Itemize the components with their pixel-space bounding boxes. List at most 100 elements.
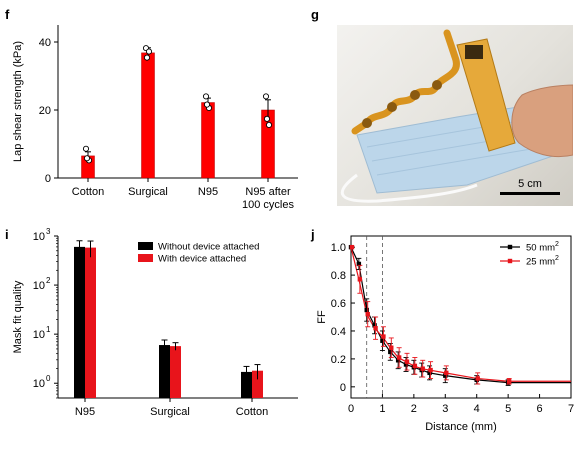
y-tick-label: 1.0 xyxy=(331,242,346,254)
x-tick-label: Surgical xyxy=(150,406,190,418)
y-tick-exponent: 1 xyxy=(46,325,51,334)
data-point xyxy=(143,54,151,61)
y-tick-exponent: 0 xyxy=(46,374,51,383)
data-point xyxy=(389,345,394,350)
bar xyxy=(201,102,215,179)
data-point xyxy=(420,366,425,371)
chart-f-lap-shear: 0 20 40 Lap shear strength (kPa) Cotton Surgi… xyxy=(12,25,298,211)
data-point xyxy=(506,379,512,384)
data-point xyxy=(475,376,480,381)
chart-j-fit-factor: 0 1 2 3 4 5 6 7 0 0.2 0.4 0.6 0.8 1.0 Distance (mm) FF 5… xyxy=(316,235,574,433)
bar xyxy=(252,370,263,398)
scale-bar-label: 5 cm xyxy=(518,178,542,190)
serpentine-circuit xyxy=(351,29,460,135)
data-point xyxy=(395,358,401,363)
data-point xyxy=(262,93,270,100)
x-tick-label: 100 cycles xyxy=(242,199,294,211)
x-tick-label: Surgical xyxy=(128,186,168,198)
device-photo: 5 cm xyxy=(337,25,573,206)
scale-bar xyxy=(500,192,560,195)
circuit-node xyxy=(362,118,372,128)
legend-swatch xyxy=(138,254,153,262)
bar xyxy=(141,52,155,179)
y-tick-label: 10 xyxy=(33,231,45,243)
panel-letter-j: j xyxy=(310,227,315,242)
legend-marker xyxy=(507,244,513,250)
ear-loop xyxy=(340,173,478,203)
data-point xyxy=(145,48,153,55)
x-tick-label: Cotton xyxy=(72,186,104,198)
x-tick-label: 3 xyxy=(442,403,448,415)
x-tick-label: 6 xyxy=(537,403,543,415)
x-tick-label: N95 xyxy=(198,186,218,198)
y-axis-label: FF xyxy=(316,310,328,324)
y-tick-label: 40 xyxy=(39,37,51,49)
data-point xyxy=(443,373,448,378)
sensor-chip xyxy=(465,45,483,59)
data-point xyxy=(263,115,271,122)
data-point xyxy=(404,359,410,364)
data-point xyxy=(388,349,393,355)
y-tick-label: 0 xyxy=(45,173,51,185)
y-tick-label: 20 xyxy=(39,105,51,117)
data-point xyxy=(403,362,409,367)
bar xyxy=(85,247,96,398)
bar xyxy=(170,346,181,398)
x-tick-label: N95 after xyxy=(245,186,291,198)
data-point xyxy=(83,155,91,162)
y-tick-exponent: 3 xyxy=(46,227,51,236)
legend-label: 50 mm xyxy=(526,243,555,254)
x-tick-label: 7 xyxy=(568,403,574,415)
data-point xyxy=(203,101,211,108)
bar xyxy=(241,371,252,398)
y-tick-label: 0.6 xyxy=(331,298,346,310)
panel-letter-g: g xyxy=(311,7,319,22)
data-point xyxy=(396,355,402,360)
finger xyxy=(511,84,573,158)
legend-label: 25 mm xyxy=(526,257,555,268)
data-point xyxy=(373,325,378,331)
y-axis-label: Lap shear strength (kPa) xyxy=(12,41,24,162)
sensor-strip xyxy=(456,38,516,152)
data-point xyxy=(365,312,370,317)
legend-marker xyxy=(507,258,513,264)
data-point xyxy=(381,334,386,339)
x-tick-label: 1 xyxy=(379,403,385,415)
x-tick-label: 0 xyxy=(348,403,354,415)
circuit-node xyxy=(432,80,442,90)
device-photo-illustration: 5 cm xyxy=(340,29,573,203)
x-tick-label: 4 xyxy=(474,403,480,415)
data-point xyxy=(202,93,210,100)
x-axis-label: Distance (mm) xyxy=(425,421,497,433)
data-point xyxy=(427,370,432,376)
panel-letter-i: i xyxy=(5,227,9,242)
x-tick-label: Cotton xyxy=(236,406,268,418)
data-point xyxy=(428,367,433,373)
data-point xyxy=(372,323,377,328)
bar xyxy=(159,345,170,398)
legend-label-superscript: 2 xyxy=(555,255,559,262)
y-tick-exponent: 2 xyxy=(46,276,51,285)
panel-letter-f: f xyxy=(5,7,10,22)
legend-label: Without device attached xyxy=(158,242,259,253)
legend-swatch xyxy=(138,242,153,250)
legend-label-superscript: 2 xyxy=(555,241,559,248)
y-tick-label: 0 xyxy=(340,382,346,394)
data-point xyxy=(412,363,418,369)
bar xyxy=(74,246,85,398)
data-point xyxy=(265,121,273,129)
data-point xyxy=(444,370,449,376)
legend-label: With device attached xyxy=(158,254,246,265)
y-tick-label: 10 xyxy=(33,378,45,390)
circuit-node xyxy=(410,90,420,100)
x-tick-label: N95 xyxy=(75,406,95,418)
y-tick-label: 0.8 xyxy=(331,270,346,282)
data-point xyxy=(380,338,385,343)
x-tick-label: 2 xyxy=(411,403,417,415)
y-tick-label: 10 xyxy=(33,329,45,341)
y-tick-label: 10 xyxy=(33,280,45,292)
data-point xyxy=(349,244,355,250)
y-tick-label: 0.2 xyxy=(331,354,346,366)
